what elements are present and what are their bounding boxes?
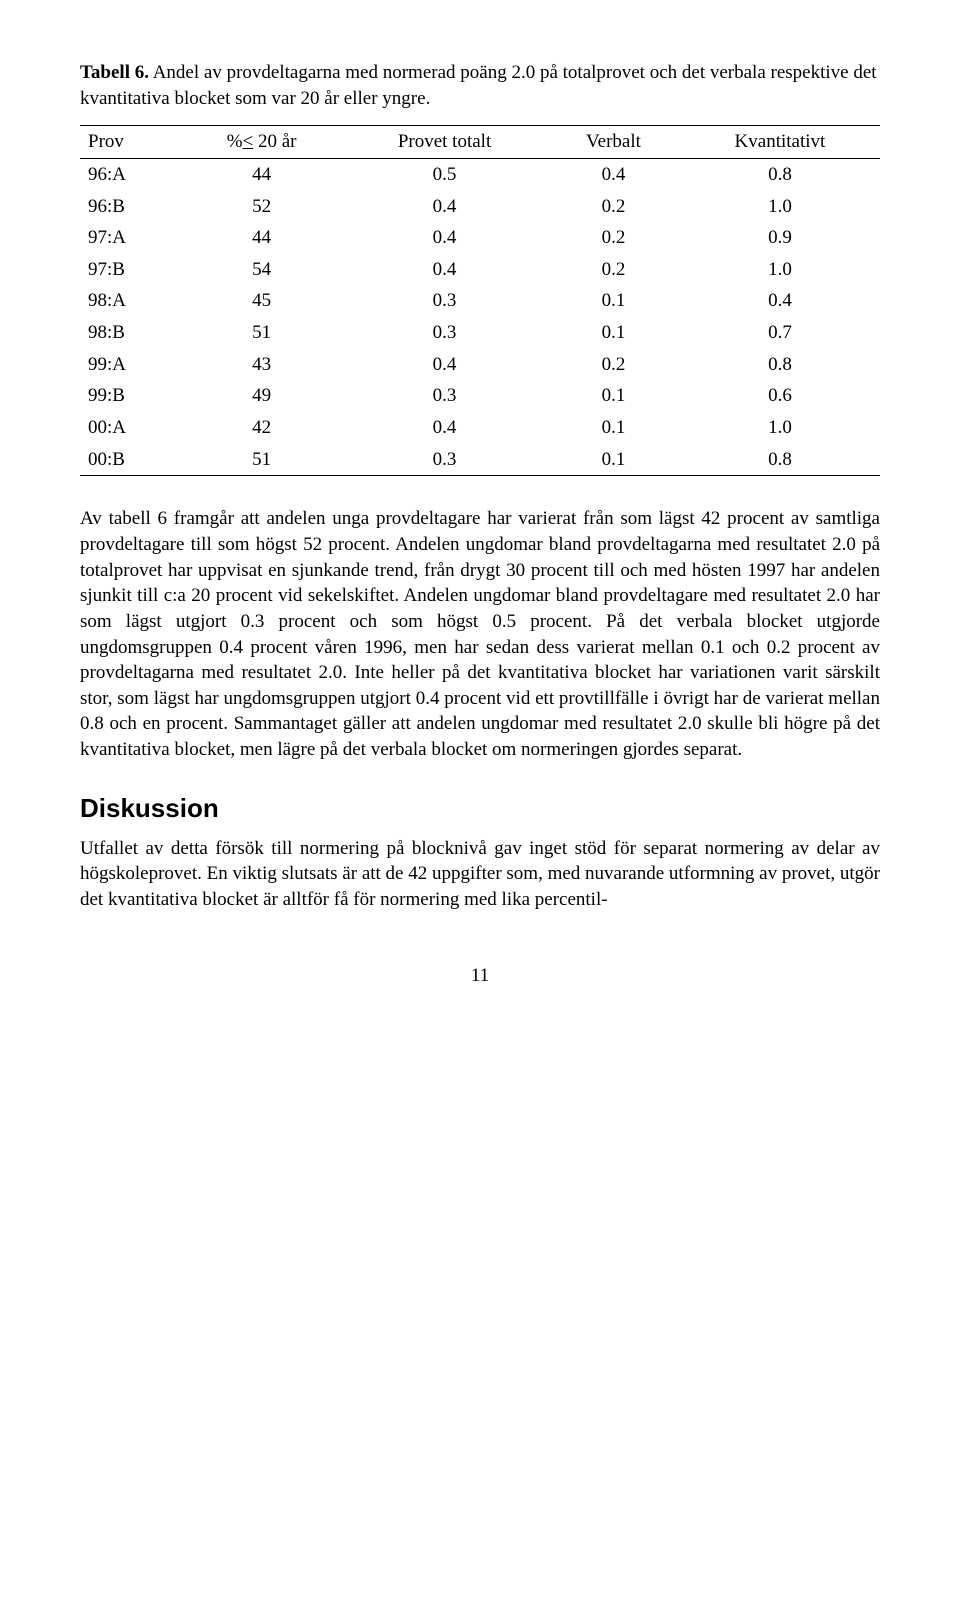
table-cell: 0.8 xyxy=(680,158,880,190)
table-cell: 44 xyxy=(181,222,342,254)
page-number: 11 xyxy=(80,963,880,989)
table-body: 96:A440.50.40.896:B520.40.21.097:A440.40… xyxy=(80,158,880,475)
table-cell: 0.4 xyxy=(342,412,547,444)
table-cell: 1.0 xyxy=(680,191,880,223)
table-cell: 99:B xyxy=(80,380,181,412)
table-row: 97:B540.40.21.0 xyxy=(80,254,880,286)
table-cell: 00:A xyxy=(80,412,181,444)
table-cell: 54 xyxy=(181,254,342,286)
table-row: 00:B510.30.10.8 xyxy=(80,444,880,476)
table-header-row: Prov %< 20 år Provet totalt Verbalt Kvan… xyxy=(80,126,880,159)
table-cell: 49 xyxy=(181,380,342,412)
paragraph-results: Av tabell 6 framgår att andelen unga pro… xyxy=(80,506,880,762)
table-cell: 98:A xyxy=(80,285,181,317)
table-cell: 45 xyxy=(181,285,342,317)
table-row: 00:A420.40.11.0 xyxy=(80,412,880,444)
table-cell: 98:B xyxy=(80,317,181,349)
table-cell: 42 xyxy=(181,412,342,444)
table-cell: 0.2 xyxy=(547,222,680,254)
table-cell: 00:B xyxy=(80,444,181,476)
table-row: 96:B520.40.21.0 xyxy=(80,191,880,223)
col-kvant: Kvantitativt xyxy=(680,126,880,159)
table-cell: 1.0 xyxy=(680,254,880,286)
table-cell: 0.4 xyxy=(547,158,680,190)
table-cell: 0.9 xyxy=(680,222,880,254)
table-cell: 96:B xyxy=(80,191,181,223)
table-cell: 0.8 xyxy=(680,444,880,476)
paragraph-discussion: Utfallet av detta försök till normering … xyxy=(80,836,880,913)
table-cell: 0.2 xyxy=(547,349,680,381)
table-cell: 51 xyxy=(181,444,342,476)
table-cell: 0.2 xyxy=(547,254,680,286)
col-prov: Prov xyxy=(80,126,181,159)
table-row: 99:B490.30.10.6 xyxy=(80,380,880,412)
caption-text: Andel av provdeltagarna med normerad poä… xyxy=(80,62,877,109)
section-heading: Diskussion xyxy=(80,791,880,826)
table-row: 97:A440.40.20.9 xyxy=(80,222,880,254)
table-cell: 97:A xyxy=(80,222,181,254)
table-caption: Tabell 6. Andel av provdeltagarna med no… xyxy=(80,60,880,111)
table-cell: 1.0 xyxy=(680,412,880,444)
table-cell: 0.3 xyxy=(342,285,547,317)
table-cell: 0.3 xyxy=(342,317,547,349)
table-cell: 96:A xyxy=(80,158,181,190)
table-cell: 0.5 xyxy=(342,158,547,190)
table-cell: 0.1 xyxy=(547,380,680,412)
table-row: 99:A430.40.20.8 xyxy=(80,349,880,381)
data-table: Prov %< 20 år Provet totalt Verbalt Kvan… xyxy=(80,125,880,476)
table-cell: 52 xyxy=(181,191,342,223)
table-cell: 97:B xyxy=(80,254,181,286)
table-row: 96:A440.50.40.8 xyxy=(80,158,880,190)
col-total: Provet totalt xyxy=(342,126,547,159)
table-cell: 0.4 xyxy=(342,222,547,254)
col-pct20: %< 20 år xyxy=(181,126,342,159)
table-cell: 0.3 xyxy=(342,444,547,476)
table-cell: 0.1 xyxy=(547,317,680,349)
table-cell: 0.1 xyxy=(547,285,680,317)
table-cell: 0.7 xyxy=(680,317,880,349)
table-cell: 0.8 xyxy=(680,349,880,381)
table-cell: 0.1 xyxy=(547,444,680,476)
table-cell: 51 xyxy=(181,317,342,349)
table-cell: 0.6 xyxy=(680,380,880,412)
table-cell: 0.4 xyxy=(342,191,547,223)
table-row: 98:B510.30.10.7 xyxy=(80,317,880,349)
table-cell: 0.3 xyxy=(342,380,547,412)
table-cell: 43 xyxy=(181,349,342,381)
table-cell: 99:A xyxy=(80,349,181,381)
table-cell: 0.4 xyxy=(680,285,880,317)
col-verbal: Verbalt xyxy=(547,126,680,159)
table-cell: 0.4 xyxy=(342,254,547,286)
table-row: 98:A450.30.10.4 xyxy=(80,285,880,317)
table-cell: 0.1 xyxy=(547,412,680,444)
table-cell: 0.4 xyxy=(342,349,547,381)
caption-label: Tabell 6. xyxy=(80,62,149,83)
table-cell: 0.2 xyxy=(547,191,680,223)
table-cell: 44 xyxy=(181,158,342,190)
